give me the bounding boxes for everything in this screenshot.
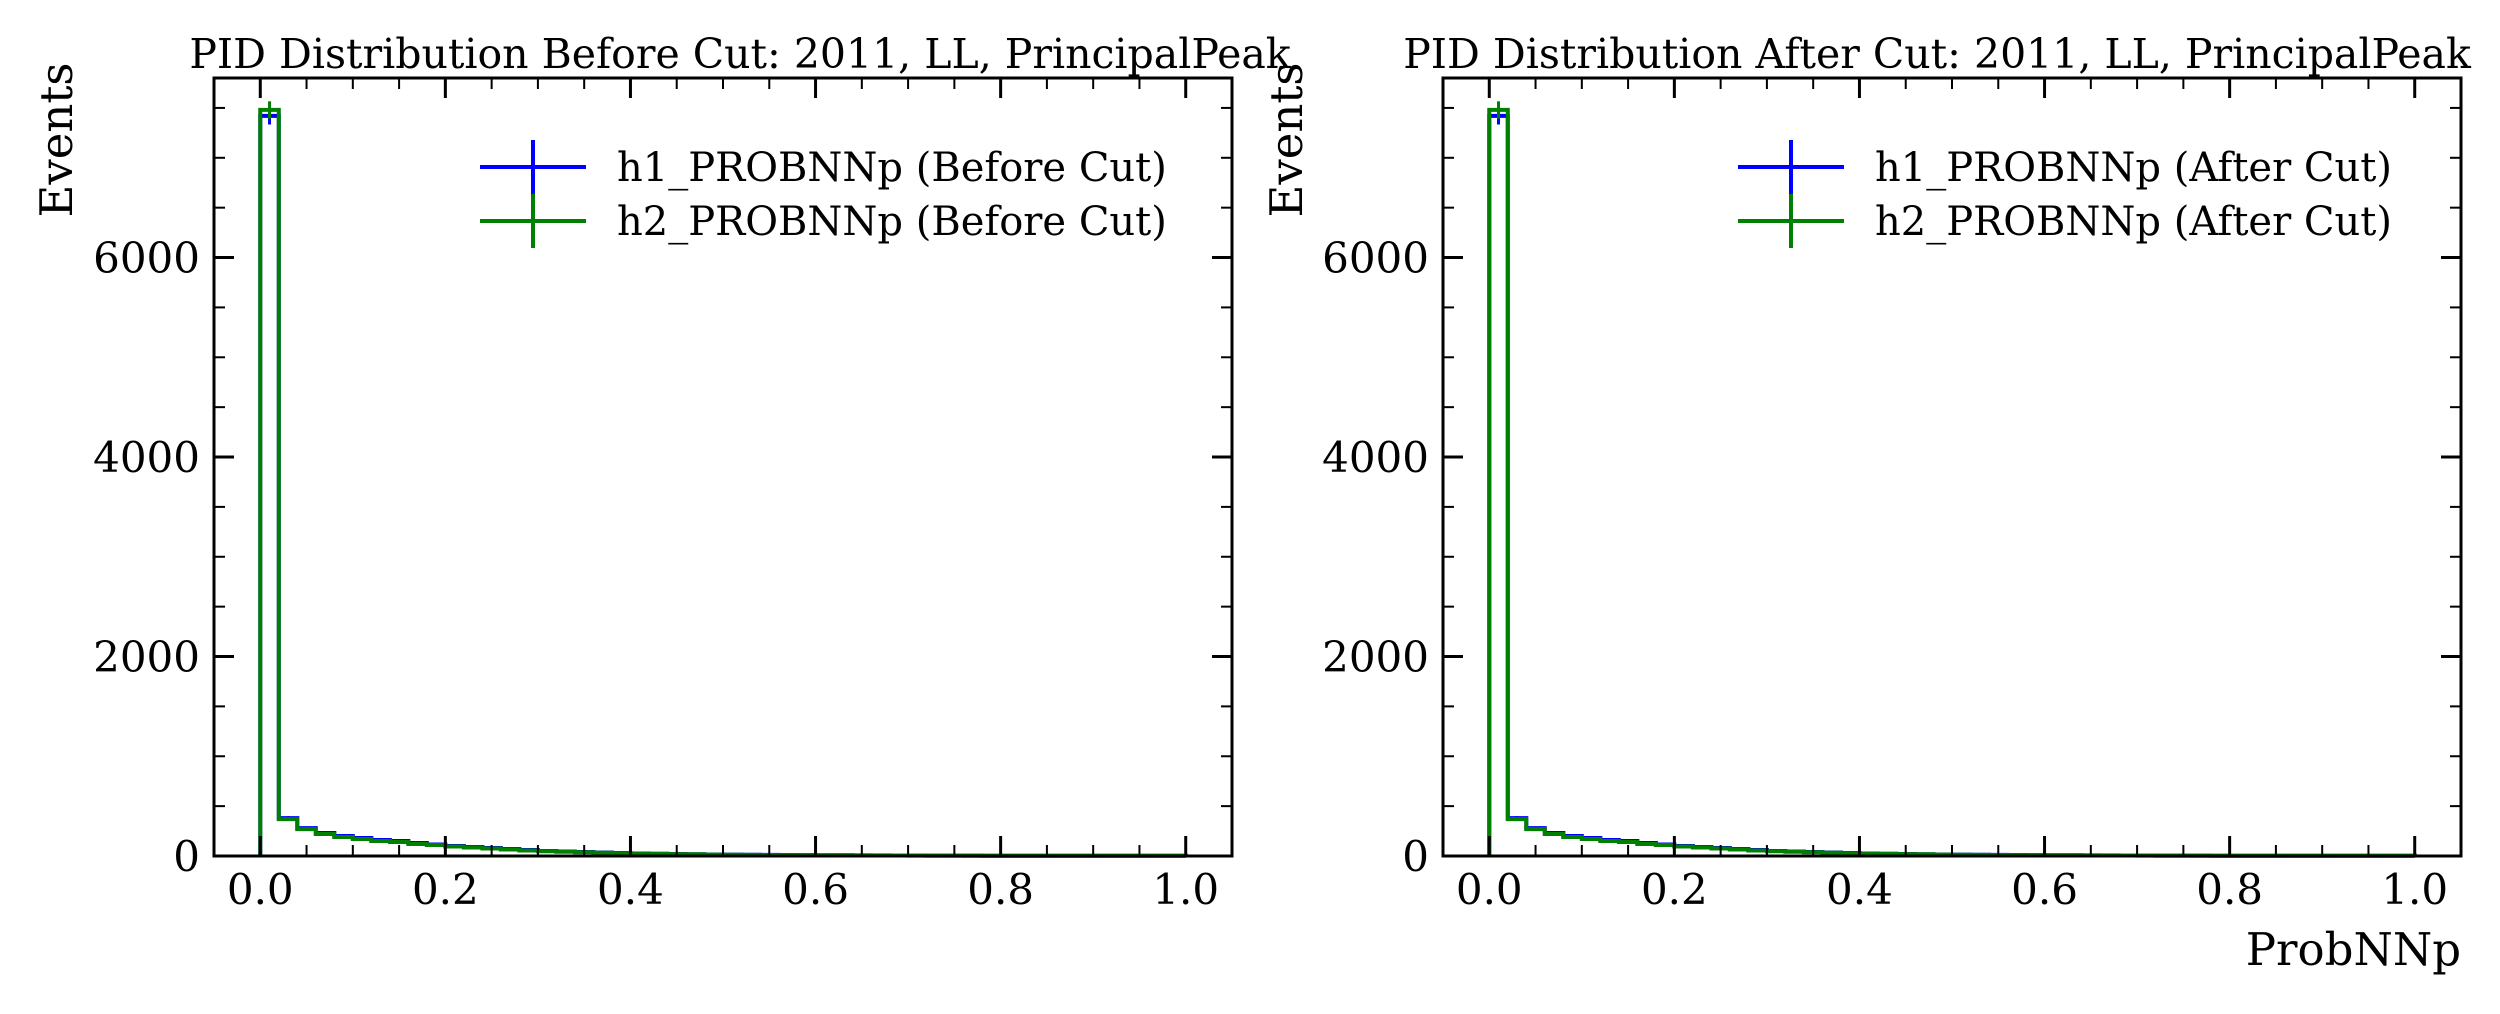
y-tick-label: 6000 [1322,234,1429,283]
legend-label-h2: h2_PROBNNp (Before Cut) [617,199,1167,245]
y-tick-label: 0 [1402,832,1429,881]
axes-frame [212,76,1234,858]
x-tick-label: 0.6 [2011,865,2078,914]
axis-ticks [1443,78,2461,858]
x-tick-label: 0.2 [412,865,479,914]
y-tick-label: 0 [173,832,200,881]
y-axis-label: Events [30,62,83,217]
axes-frame [1441,76,2463,858]
legend-entry-h2: h2_PROBNNp (Before Cut) [480,194,1167,248]
chart-title: PID Distribution Before Cut: 2011, LL, P… [189,30,1291,78]
x-tick-label: 0.0 [227,865,294,914]
panel-before-cut: PID Distribution Before Cut: 2011, LL, P… [30,30,1292,914]
axis-ticks [214,78,1232,858]
x-tick-label: 0.2 [1641,865,1708,914]
y-tick-label: 6000 [93,234,200,283]
y-tick-label: 4000 [93,433,200,482]
x-tick-label: 1.0 [2381,865,2448,914]
y-tick-label: 2000 [93,633,200,682]
x-axis-label: ProbNNp [2246,923,2461,976]
legend-entry-h1: h1_PROBNNp (After Cut) [1738,140,2392,194]
panel-after-cut: PID Distribution After Cut: 2011, LL, Pr… [1260,30,2472,976]
x-tick-label: 1.0 [1152,865,1219,914]
tick-labels: 0.0 0.2 0.4 0.6 0.8 1.0 0 2000 4000 6000 [1322,234,2448,914]
x-tick-label: 0.4 [1826,865,1893,914]
chart-title: PID Distribution After Cut: 2011, LL, Pr… [1403,30,2472,78]
y-axis-label: Events [1260,62,1313,217]
legend-label-h1: h1_PROBNNp (Before Cut) [617,145,1167,191]
legend-label-h1: h1_PROBNNp (After Cut) [1875,145,2392,191]
legend: h1_PROBNNp (Before Cut) h2_PROBNNp (Befo… [480,140,1167,248]
y-tick-label: 2000 [1322,633,1429,682]
x-tick-label: 0.8 [2196,865,2263,914]
legend-entry-h2: h2_PROBNNp (After Cut) [1738,194,2392,248]
tick-labels: 0.0 0.2 0.4 0.6 0.8 1.0 0 2000 4000 6000 [93,234,1219,914]
x-tick-label: 0.8 [967,865,1034,914]
x-tick-label: 0.4 [597,865,664,914]
legend-label-h2: h2_PROBNNp (After Cut) [1875,199,2392,245]
x-tick-label: 0.0 [1456,865,1523,914]
legend-entry-h1: h1_PROBNNp (Before Cut) [480,140,1167,194]
y-tick-label: 4000 [1322,433,1429,482]
x-tick-label: 0.6 [782,865,849,914]
legend: h1_PROBNNp (After Cut) h2_PROBNNp (After… [1738,140,2392,248]
